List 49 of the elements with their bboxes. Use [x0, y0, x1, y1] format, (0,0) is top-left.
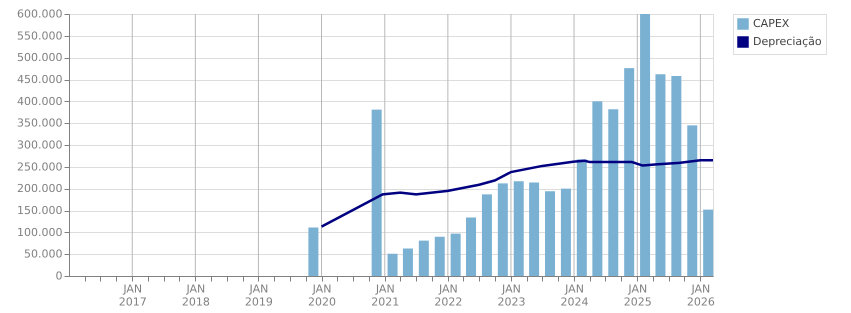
y-tick-label: 300.000 [17, 138, 62, 152]
y-tick-label: 550.000 [17, 29, 62, 42]
y-tick-label: 100.000 [17, 226, 62, 239]
bar [703, 210, 714, 276]
bar [560, 188, 571, 276]
y-tick-label: 0 [56, 270, 62, 282]
x-tick-label: JAN 2024 [560, 282, 589, 308]
x-tick-label: JAN 2020 [308, 282, 336, 308]
bar [388, 254, 398, 276]
bar [687, 125, 698, 276]
bar [592, 101, 602, 276]
bar [450, 234, 461, 276]
y-tick-label: 50.000 [24, 248, 62, 261]
bar [624, 68, 634, 276]
bar [418, 240, 429, 276]
bar [482, 194, 492, 276]
y-tick-label: 400.000 [17, 94, 62, 108]
bar [308, 228, 318, 276]
x-tick-label: JAN 2023 [497, 282, 526, 308]
y-tick-label: 500.000 [17, 51, 62, 64]
x-tick-label: JAN 2017 [118, 282, 147, 308]
bar [514, 181, 524, 276]
bar [402, 248, 413, 276]
bar [372, 110, 382, 276]
bar [434, 236, 445, 276]
y-tick-label: 450.000 [17, 73, 62, 86]
x-tick-label: JAN 2025 [624, 282, 652, 308]
x-tick-label: JAN 2019 [244, 282, 273, 308]
bar [498, 183, 508, 276]
bar [576, 159, 587, 276]
y-tick-label: 200.000 [17, 182, 62, 196]
bar [529, 182, 540, 276]
bar [545, 191, 556, 276]
y-tick-label: 600.000 [17, 8, 62, 20]
bar [466, 217, 476, 276]
bar [655, 74, 666, 276]
bar [640, 14, 650, 276]
y-tick-label: 250.000 [17, 160, 62, 174]
x-tick-label: JAN 2018 [182, 282, 210, 308]
x-tick-label: JAN 2026 [686, 282, 715, 308]
legend-label: CAPEX [753, 17, 790, 30]
bar [671, 76, 682, 276]
line-series [320, 159, 714, 228]
y-tick-label: 350.000 [17, 116, 62, 130]
bar [608, 109, 618, 276]
x-tick-label: JAN 2021 [371, 282, 400, 308]
legend-label: Depreciação [753, 35, 822, 48]
y-tick-label: 150.000 [17, 204, 62, 217]
x-tick-label: JAN 2022 [434, 282, 462, 308]
